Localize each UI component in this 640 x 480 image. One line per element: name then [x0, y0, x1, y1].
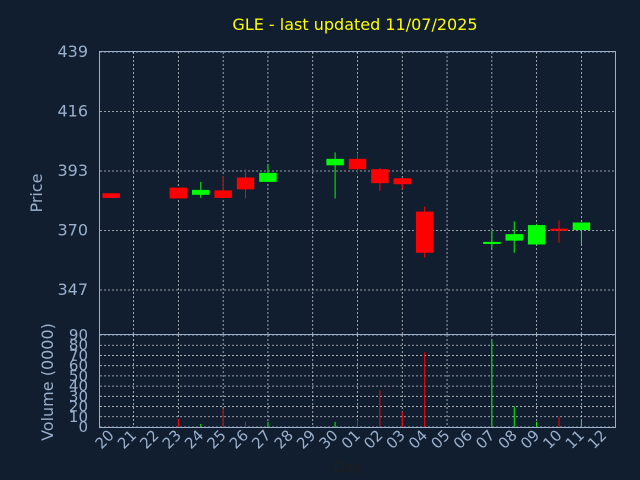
candle: [326, 152, 344, 199]
volume-grid: [100, 334, 615, 428]
candle-body: [550, 228, 568, 231]
candle-body: [348, 158, 367, 170]
candle: [505, 221, 523, 253]
candle: [348, 152, 367, 175]
price-tick-label: 347: [57, 280, 88, 299]
candle-body: [572, 222, 591, 230]
volume-tick-label: 70: [69, 346, 88, 364]
candle: [550, 220, 568, 243]
candle-body: [505, 234, 523, 241]
price-tick-label: 439: [57, 42, 88, 61]
price-tick-label: 370: [57, 221, 88, 240]
candle: [192, 181, 210, 198]
candle: [169, 187, 188, 199]
candle-body: [326, 158, 344, 166]
volume-tick-label: 50: [69, 367, 88, 385]
candle-body: [393, 178, 412, 185]
volume-tick-label: 0: [78, 418, 88, 436]
candle-body: [214, 190, 232, 198]
candle: [415, 206, 434, 258]
candle: [483, 230, 501, 249]
x-tick-label: 12: [584, 426, 610, 452]
volume-tick-label: 30: [69, 387, 88, 405]
volume-tick-label: 10: [69, 408, 88, 426]
candle: [572, 222, 591, 244]
price-tick-labels: 439 416 393 370 347: [57, 42, 88, 299]
volume-tick-label: 40: [69, 377, 88, 395]
candle-body: [371, 169, 389, 184]
candle: [527, 223, 546, 246]
price-candles: [102, 152, 591, 258]
volume-tick-label: 20: [69, 398, 88, 416]
candle-body: [483, 241, 501, 244]
candle-body: [259, 172, 277, 182]
candle-body: [236, 177, 255, 190]
price-tick-label: 416: [57, 102, 88, 121]
volume-bars: [110, 340, 582, 427]
candle: [236, 169, 255, 199]
volume-tick-label: 80: [69, 336, 88, 354]
candle-body: [527, 225, 546, 245]
candle-body: [415, 211, 434, 253]
volume-tick-label: 90: [69, 326, 88, 344]
candle-body: [102, 193, 120, 198]
x-tick-labels: 2021222324252627282930010203040506070809…: [92, 426, 611, 452]
chart-title: GLE - last updated 11/07/2025: [232, 15, 477, 34]
candle: [371, 167, 389, 191]
volume-tick-label: 60: [69, 357, 88, 375]
volume-plot-frame: [99, 334, 616, 428]
candle-body: [169, 187, 188, 199]
candle: [214, 175, 232, 199]
x-axis-label: Day: [333, 458, 363, 476]
candle: [393, 178, 412, 190]
price-axis-label: Price: [27, 173, 46, 212]
candle: [102, 193, 120, 198]
candle: [259, 164, 277, 182]
price-tick-label: 393: [57, 161, 88, 180]
candle-body: [192, 189, 210, 195]
volume-axis-label: Volume (0000): [38, 323, 57, 441]
